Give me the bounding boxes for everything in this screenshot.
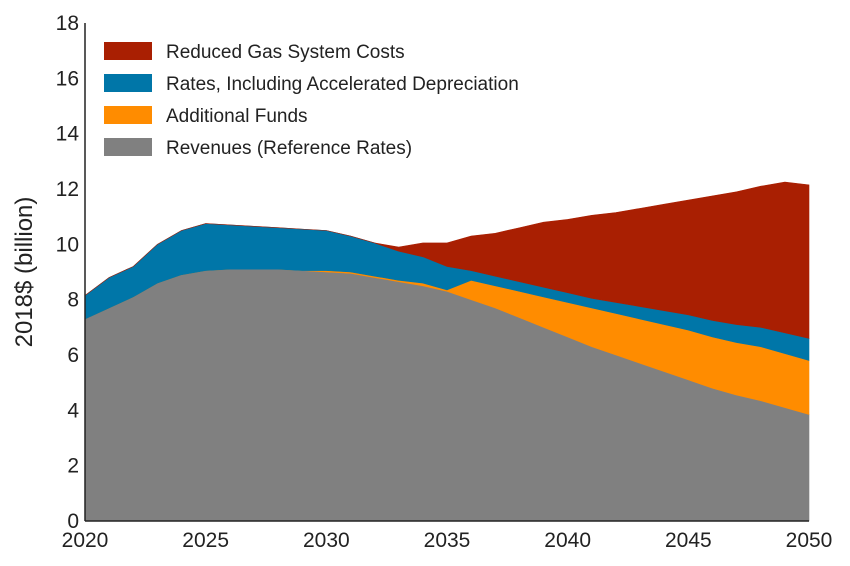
- y-axis-label: 2018$ (billion): [11, 197, 38, 348]
- y-tick-label: 8: [67, 289, 79, 312]
- area-reduced-gas-system-costs: [84, 181, 810, 339]
- axes: [84, 23, 809, 522]
- legend-swatch-rates-including-accelerated-depreciation: [104, 74, 152, 92]
- legend-swatch-additional-funds: [104, 106, 152, 124]
- x-tick-label: 2040: [544, 529, 591, 552]
- legend-swatch-reduced-gas-system-costs: [104, 42, 152, 60]
- x-axis-ticks: 2020 2025 2030 2035 2040 2045 2050: [62, 529, 833, 552]
- legend-label-additional-funds: Additional Funds: [166, 106, 308, 127]
- x-tick-label: 2045: [665, 529, 712, 552]
- y-tick-label: 14: [56, 123, 80, 146]
- y-tick-label: 4: [67, 399, 79, 422]
- legend-label-reduced-gas-system-costs: Reduced Gas System Costs: [166, 42, 405, 63]
- x-tick-label: 2050: [786, 529, 833, 552]
- x-tick-label: 2025: [182, 529, 229, 552]
- legend: Reduced Gas System Costs Rates, Including…: [104, 42, 519, 159]
- y-tick-label: 6: [67, 344, 79, 367]
- y-tick-label: 12: [56, 178, 79, 201]
- legend-label-revenues-reference-rates: Revenues (Reference Rates): [166, 138, 412, 159]
- y-tick-label: 10: [56, 233, 79, 256]
- area-layers: [84, 181, 810, 522]
- y-tick-label: 16: [56, 67, 79, 90]
- y-tick-label: 2: [67, 455, 79, 478]
- legend-label-rates-including-accelerated-depreciation: Rates, Including Accelerated Depreciatio…: [166, 74, 519, 95]
- legend-swatch-revenues-reference-rates: [104, 138, 152, 156]
- x-tick-label: 2020: [62, 529, 109, 552]
- x-tick-label: 2035: [424, 529, 471, 552]
- x-tick-label: 2030: [303, 529, 350, 552]
- y-tick-label: 0: [67, 510, 79, 533]
- y-axis-ticks: 0 2 4 6 8 10 12 14 16 18: [56, 12, 80, 533]
- y-tick-label: 18: [56, 12, 79, 35]
